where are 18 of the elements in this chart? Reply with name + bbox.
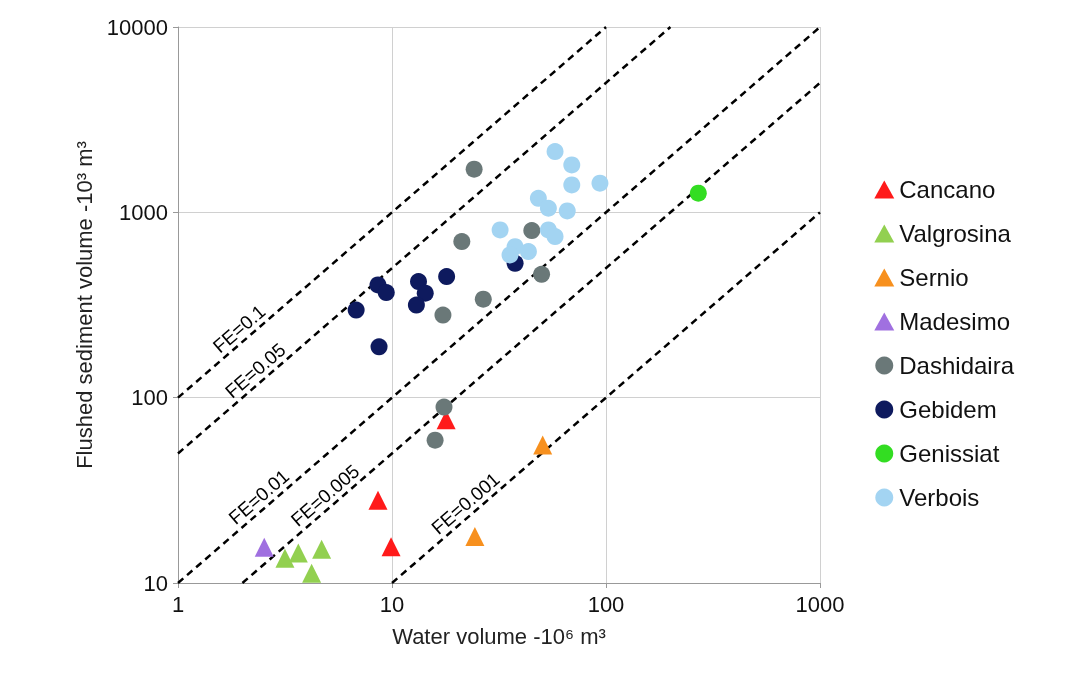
legend-label: Sernio	[899, 264, 969, 291]
legend-label: Cancano	[899, 176, 996, 203]
x-tick-label: 1000	[795, 591, 845, 617]
legend-label: Genissiat	[899, 440, 1000, 467]
legend-label: Gebidem	[899, 396, 997, 423]
y-tick-label: 100	[131, 385, 168, 411]
x-tick-label: 10	[379, 591, 405, 617]
y-axis-title: Flushed sediment volume -10³ m³	[72, 141, 98, 469]
legend-label: Verbois	[899, 484, 980, 511]
x-axis-title: Water volume -10⁶ m³	[392, 623, 606, 649]
legend-label: Dashidaira	[899, 352, 1015, 379]
y-tick-label: 10	[143, 570, 168, 596]
x-tick-label: 100	[587, 591, 625, 617]
legend-label: Madesimo	[899, 308, 1010, 335]
x-tick-label: 1	[171, 591, 185, 617]
y-tick-label: 1000	[119, 199, 168, 225]
legend-label: Valgrosina	[899, 220, 1012, 247]
y-tick-label: 10000	[106, 14, 168, 40]
